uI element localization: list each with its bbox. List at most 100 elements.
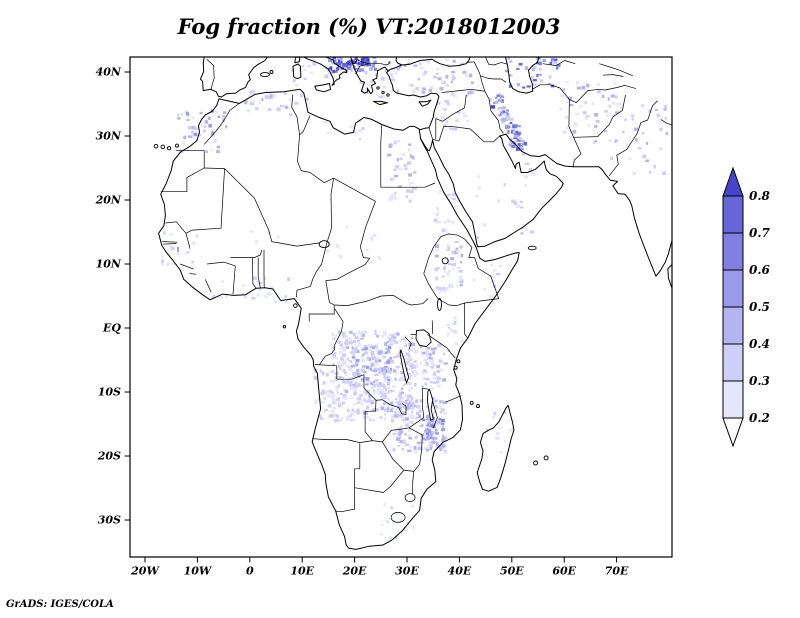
fog-cell (392, 448, 396, 452)
fog-cell (664, 104, 668, 109)
fog-cell (207, 116, 211, 121)
fog-cell (350, 412, 354, 415)
fog-cell (489, 98, 493, 102)
fog-cell (393, 415, 398, 418)
fog-cell (365, 248, 369, 252)
fog-cell (338, 365, 343, 369)
fog-cell (457, 111, 461, 114)
fog-cell (402, 378, 407, 381)
fog-cell (367, 398, 371, 402)
fog-cell (507, 130, 510, 134)
fog-cell (553, 60, 558, 65)
fog-cell (363, 59, 367, 63)
fog-cell (441, 116, 446, 119)
fog-cell (390, 408, 393, 412)
fog-cell (339, 358, 344, 361)
fog-cell (440, 408, 445, 412)
fog-cell (358, 129, 363, 133)
fog-cell (253, 276, 257, 280)
coastline-madagascar (476, 404, 515, 492)
fog-cell (516, 67, 520, 71)
fog-cell (443, 362, 448, 365)
fog-cell (354, 349, 358, 353)
fog-cell (447, 326, 451, 329)
fog-cell (509, 117, 514, 121)
fog-cell (435, 428, 438, 431)
fog-cell (314, 399, 318, 403)
border (309, 172, 376, 202)
fog-cell (391, 334, 395, 338)
fog-cell (396, 401, 399, 404)
border (325, 257, 371, 281)
fog-cell (411, 410, 414, 414)
plot-frame (129, 56, 673, 558)
fog-cell (181, 141, 186, 145)
fog-cell (378, 95, 383, 99)
fog-cell (377, 384, 381, 387)
fog-cell (404, 432, 408, 436)
fog-cell (438, 359, 443, 363)
fog-cell (438, 418, 442, 421)
fog-cell (613, 82, 617, 85)
fog-cell (454, 241, 459, 244)
fog-cell (399, 424, 403, 428)
fog-cell (324, 390, 330, 395)
x-tick-label: 40E (448, 565, 472, 578)
border (375, 399, 407, 415)
fog-cell (166, 262, 170, 267)
fog-cell (403, 406, 407, 409)
fog-cell (331, 60, 334, 64)
fog-cell (365, 383, 369, 386)
fog-cell (403, 64, 407, 67)
fog-cell (604, 130, 607, 133)
fog-cell (371, 385, 374, 390)
fog-cell (183, 135, 187, 140)
border (380, 124, 436, 188)
fog-cell (338, 351, 343, 354)
fog-cell (357, 62, 361, 65)
y-axis-ticks: 40N 30N 20N 10N EQ 10S 20S 30S (95, 66, 130, 527)
border (660, 119, 672, 126)
fog-cell (356, 363, 359, 367)
fog-cell (506, 109, 510, 112)
fog-cell (491, 276, 496, 279)
fog-cell (441, 63, 444, 67)
border (480, 75, 507, 83)
fog-cell (519, 144, 523, 148)
fog-cell (169, 233, 173, 236)
fog-cell (271, 96, 275, 100)
fog-cell (399, 440, 402, 443)
fog-cell (354, 335, 358, 340)
fog-cell (483, 288, 486, 291)
fog-cell (410, 421, 414, 424)
fog-cell (460, 275, 463, 279)
fog-cell (392, 179, 395, 182)
plot-title: Fog fraction (%) VT:2018012003 (177, 14, 561, 39)
border (464, 257, 500, 304)
fog-cell (604, 110, 608, 113)
fog-cell (368, 417, 371, 420)
fog-cell (192, 241, 196, 246)
fog-cell (410, 83, 414, 87)
fog-cell (452, 267, 455, 270)
fog-cell (392, 390, 395, 393)
fog-cell (429, 381, 433, 384)
fog-cell (402, 527, 407, 531)
fog-cell (430, 431, 435, 434)
fog-cell (337, 340, 341, 344)
fog-cell (449, 327, 453, 332)
fog-cell (371, 64, 375, 68)
fog-cell (450, 92, 454, 96)
fog-cell (494, 436, 498, 440)
fog-cell (185, 252, 188, 255)
fog-cell (366, 57, 370, 61)
fog-cell (255, 280, 261, 283)
border (160, 150, 205, 193)
fog-cell (523, 175, 529, 179)
fog-cell (485, 429, 489, 432)
fog-cell (389, 195, 394, 199)
fog-cell (377, 255, 381, 259)
fog-cell (569, 136, 572, 139)
fog-cell (382, 330, 387, 335)
fog-cell (391, 406, 394, 409)
